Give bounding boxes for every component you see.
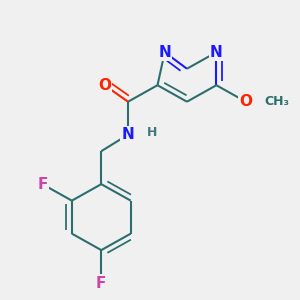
Text: N: N bbox=[122, 127, 134, 142]
Text: F: F bbox=[96, 276, 106, 291]
Text: H: H bbox=[147, 126, 157, 139]
Text: F: F bbox=[37, 177, 48, 192]
Text: N: N bbox=[158, 45, 171, 60]
Text: N: N bbox=[210, 45, 223, 60]
Text: O: O bbox=[239, 94, 252, 109]
Text: CH₃: CH₃ bbox=[265, 95, 290, 108]
Text: O: O bbox=[98, 78, 111, 93]
